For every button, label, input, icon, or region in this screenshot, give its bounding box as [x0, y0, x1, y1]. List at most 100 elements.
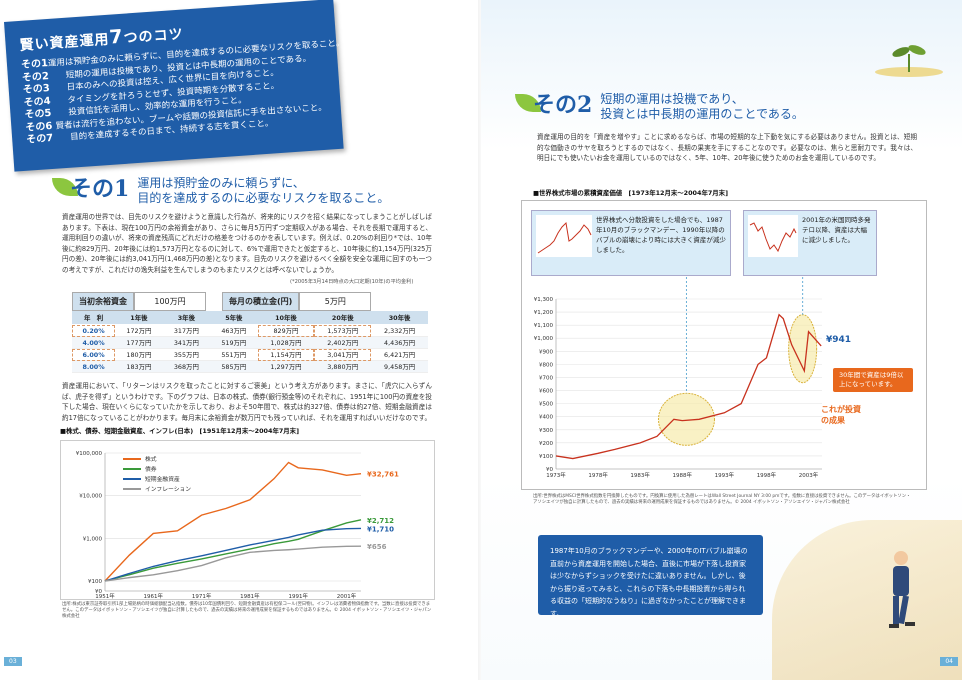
- x-tick-label: 1961年: [144, 592, 164, 600]
- investment-result-label: これが投資 の成果: [821, 404, 861, 426]
- series-line: [104, 519, 362, 582]
- table-header-cell: 3年後: [162, 311, 211, 325]
- table-cell: 317万円: [162, 324, 211, 337]
- legend-label: 短期金融資産: [145, 475, 180, 483]
- x-tick-label: 1993年: [715, 471, 735, 479]
- chart2-source: 出所:世界株式はMSCI世界株式指数を円換算したものです。円換算に使用した為替レ…: [533, 494, 911, 505]
- y-tick-label: ¥600: [539, 389, 553, 395]
- table-cell: 1,154万円: [257, 348, 315, 361]
- left-page: 賢い資産運用7つのコツ その1 運用は預貯金のみに頼らずに、目的を達成するのに必要…: [4, 0, 435, 666]
- series-end-label: ¥941: [826, 335, 851, 345]
- section1-number: その1: [70, 176, 130, 202]
- table-cell: 9,458万円: [371, 360, 428, 373]
- section2-heading: その2 短期の運用は投機であり、 投資とは中長期の運用のことである。: [515, 92, 804, 122]
- leaf-icon: [515, 94, 541, 112]
- series-line: [104, 545, 362, 582]
- table-cell: 3,041万円: [314, 348, 372, 361]
- section2-title: 短期の運用は投機であり、 投資とは中長期の運用のことである。: [600, 92, 804, 122]
- world-stock-chart: ¥0 ¥100 ¥200 ¥300 ¥400 ¥500 ¥600 ¥700 ¥800 ¥900 ¥1…: [534, 277, 851, 479]
- table-header-cell: 10年後: [257, 311, 315, 325]
- table-cell: 2,332万円: [371, 324, 428, 337]
- callout-911: 2001年の米国同時多発テロ以降、資産は大幅に減少しました。: [743, 210, 877, 276]
- table-cell: 4,436万円: [371, 336, 428, 349]
- x-tick-label: 2003年: [799, 471, 819, 479]
- x-tick-label: 1971年: [192, 592, 212, 600]
- table-header-cell: 年 利: [72, 311, 116, 325]
- table-row: 8.00% 183万円 368万円 585万円 1,297万円 3,880万円 9,458万…: [72, 360, 428, 373]
- series-line: [104, 527, 362, 582]
- table-cell: 6,421万円: [371, 348, 428, 361]
- returns-table-body: 0.20% 172万円 317万円 463万円 829万円 1,573万円 2,332万円 4…: [72, 324, 428, 373]
- y-tick-label: ¥100,000: [76, 451, 103, 457]
- tips-title-number: 7: [108, 25, 125, 49]
- table-header-cell: 20年後: [314, 311, 372, 325]
- y-tick-label: ¥1,000: [534, 336, 554, 342]
- table-cell: 172万円: [115, 324, 163, 337]
- section2-number: その2: [533, 92, 593, 118]
- page-number-right: 04: [940, 657, 958, 666]
- mini-chart-1987: [536, 215, 592, 257]
- table-row: 0.20% 172万円 317万円 463万円 829万円 1,573万円 2,332万円: [72, 324, 428, 337]
- x-tick-label: 2001年: [337, 592, 357, 600]
- x-tick-label: 1991年: [288, 592, 308, 600]
- table-cell: 355万円: [162, 348, 211, 361]
- rate-cell: 8.00%: [72, 360, 116, 373]
- table-row: 4.00% 177万円 341万円 519万円 1,028万円 2,402万円 4,436万…: [72, 336, 428, 349]
- table-header-cell: 5年後: [210, 311, 258, 325]
- chart2-title: ■世界株式市場の累積資産価値 [1973年12月末〜2004年7月末]: [533, 189, 728, 197]
- y-tick-label: ¥0: [95, 589, 102, 595]
- x-tick-label: 1983年: [630, 471, 650, 479]
- callout1-text: 世界株式へ分散投資をした場合でも、1987年10月のブラックマンデー、1990年…: [596, 216, 726, 254]
- seven-tips-box: 賢い資産運用7つのコツ その1 運用は預貯金のみに頼らずに、目的を達成するのに必要…: [4, 0, 345, 172]
- table-cell: 2,402万円: [314, 336, 372, 349]
- section2-body: 資産運用の目的を「資産を増やす」ことに求めるならば、市場の短期的な上下動を気にす…: [537, 133, 917, 163]
- table-cell: 177万円: [115, 336, 163, 349]
- y-tick-label: ¥1,300: [534, 297, 554, 303]
- background-path-illustration: [772, 520, 962, 680]
- highlight-2001: [788, 314, 818, 384]
- tips-title-suffix: つのコツ: [123, 26, 185, 47]
- tip-number: その7: [25, 132, 54, 146]
- table-header-cell: 1年後: [115, 311, 163, 325]
- y-tick-label: ¥300: [539, 428, 553, 434]
- japan-assets-chart: ¥0 ¥100 ¥1,000 ¥10,000 ¥100,000 1951年 1961年 197…: [76, 451, 399, 600]
- series-end-label: ¥656: [367, 543, 387, 551]
- section1-body2: 資産運用において、「リターンはリスクを取ったことに対するご褒美」という考え方があ…: [62, 382, 432, 422]
- table-cell: 3,880万円: [314, 360, 372, 373]
- table-cell: 551万円: [210, 348, 258, 361]
- section1-title: 運用は預貯金のみに頼らずに、 目的を達成するのに必要なリスクを取ること。: [137, 176, 389, 206]
- table-cell: 1,573万円: [314, 324, 372, 337]
- section2-title-line1: 短期の運用は投機であり、: [600, 92, 744, 106]
- rate-cell: 4.00%: [72, 336, 116, 349]
- right-page: その2 短期の運用は投機であり、 投資とは中長期の運用のことである。 資産運用の…: [481, 0, 962, 680]
- y-tick-label: ¥900: [539, 349, 553, 355]
- initial-fund-value: 100万円: [134, 292, 206, 311]
- rate-footnote: (*2005年3月14日時点の大口定期(10年)の平均金利): [290, 279, 414, 285]
- section1-body: 資産運用の世界では、目先のリスクを避けようと意識した行為が、将来的にリスクを招く…: [62, 213, 432, 274]
- initial-fund-label: 当初余裕資金: [72, 292, 134, 311]
- table-cell: 368万円: [162, 360, 211, 373]
- table-cell: 463万円: [210, 324, 258, 337]
- sprout-icon: [875, 45, 943, 77]
- section1-heading: その1 運用は預貯金のみに頼らずに、 目的を達成するのに必要なリスクを取ること。: [52, 176, 389, 206]
- legend-label: インフレーション: [145, 486, 191, 493]
- y-tick-label: ¥1,000: [83, 536, 103, 542]
- series-line: [555, 313, 822, 460]
- chart1-source: 出所:株式は東京証券取引所1部上場銘柄の時価総額配当込指数。債券は10年国債利回…: [62, 602, 432, 619]
- x-tick-label: 1988年: [673, 471, 693, 479]
- y-tick-label: ¥200: [539, 441, 553, 447]
- x-tick-label: 1981年: [240, 592, 260, 600]
- table-cell: 183万円: [115, 360, 163, 373]
- investment-result-line1: これが投資: [821, 405, 861, 414]
- table-cell: 519万円: [210, 336, 258, 349]
- chart1-title: ■株式、債券、短期金融資産、インフレ(日本) [1951年12月末〜2004年7…: [60, 427, 299, 435]
- leaf-icon: [52, 178, 78, 196]
- y-tick-label: ¥0: [546, 467, 553, 473]
- series-end-label: ¥2,712: [367, 517, 394, 525]
- section1-title-line2: 目的を達成するのに必要なリスクを取ること。: [137, 191, 390, 205]
- page-number-left: 03: [4, 657, 22, 666]
- section1-title-line1: 運用は預貯金のみに頼らずに、: [137, 176, 305, 190]
- chart1-frame: ¥0 ¥100 ¥1,000 ¥10,000 ¥100,000 1951年 1961年 197…: [60, 440, 435, 600]
- y-tick-label: ¥700: [539, 375, 553, 381]
- monthly-label: 毎月の積立金(円): [222, 292, 300, 311]
